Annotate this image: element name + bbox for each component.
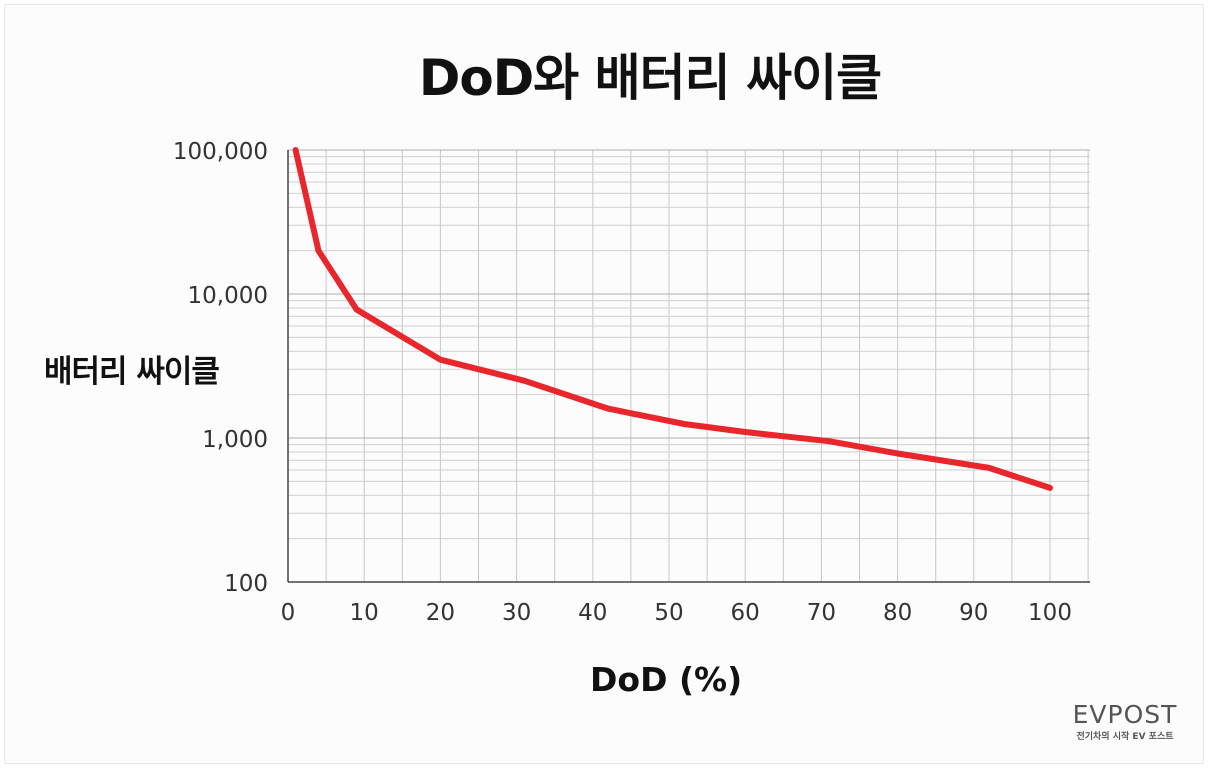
evpost-logo: EVPOST 전기차의 시작 EV 포스트 bbox=[1066, 700, 1184, 742]
x-axis-label: DoD (%) bbox=[590, 660, 743, 699]
grid-lines bbox=[287, 149, 1090, 583]
y-tick-label: 100,000 bbox=[173, 139, 268, 165]
x-tick-label: 100 bbox=[1028, 600, 1072, 626]
x-tick-label: 0 bbox=[281, 600, 296, 626]
chart-title: DoD와 배터리 싸이클 bbox=[418, 49, 882, 107]
y-tick-label: 100 bbox=[224, 571, 268, 597]
x-tick-label: 80 bbox=[883, 600, 912, 626]
y-tick-label: 10,000 bbox=[188, 283, 268, 309]
series-group bbox=[292, 147, 1053, 491]
x-tick-label: 90 bbox=[959, 600, 988, 626]
y-axis-label: 배터리 싸이클 bbox=[44, 354, 220, 390]
x-tick-label: 30 bbox=[502, 600, 531, 626]
chart-frame bbox=[4, 4, 1204, 764]
logo-tagline: 전기차의 시작 EV 포스트 bbox=[1076, 732, 1174, 742]
x-tick-label: 10 bbox=[350, 600, 379, 626]
x-tick-label: 40 bbox=[578, 600, 607, 626]
x-tick-label: 60 bbox=[731, 600, 760, 626]
x-tick-label: 70 bbox=[807, 600, 836, 626]
x-tick-label: 50 bbox=[654, 600, 683, 626]
logo-wordmark: EVPOST bbox=[1072, 700, 1178, 729]
y-tick-label: 1,000 bbox=[202, 427, 268, 453]
tick-labels: 0 10 20 30 40 50 60 70 80 90 100 100 1,000 10,000 100,… bbox=[173, 139, 1072, 626]
series-line bbox=[292, 147, 1053, 491]
x-tick-label: 20 bbox=[426, 600, 455, 626]
